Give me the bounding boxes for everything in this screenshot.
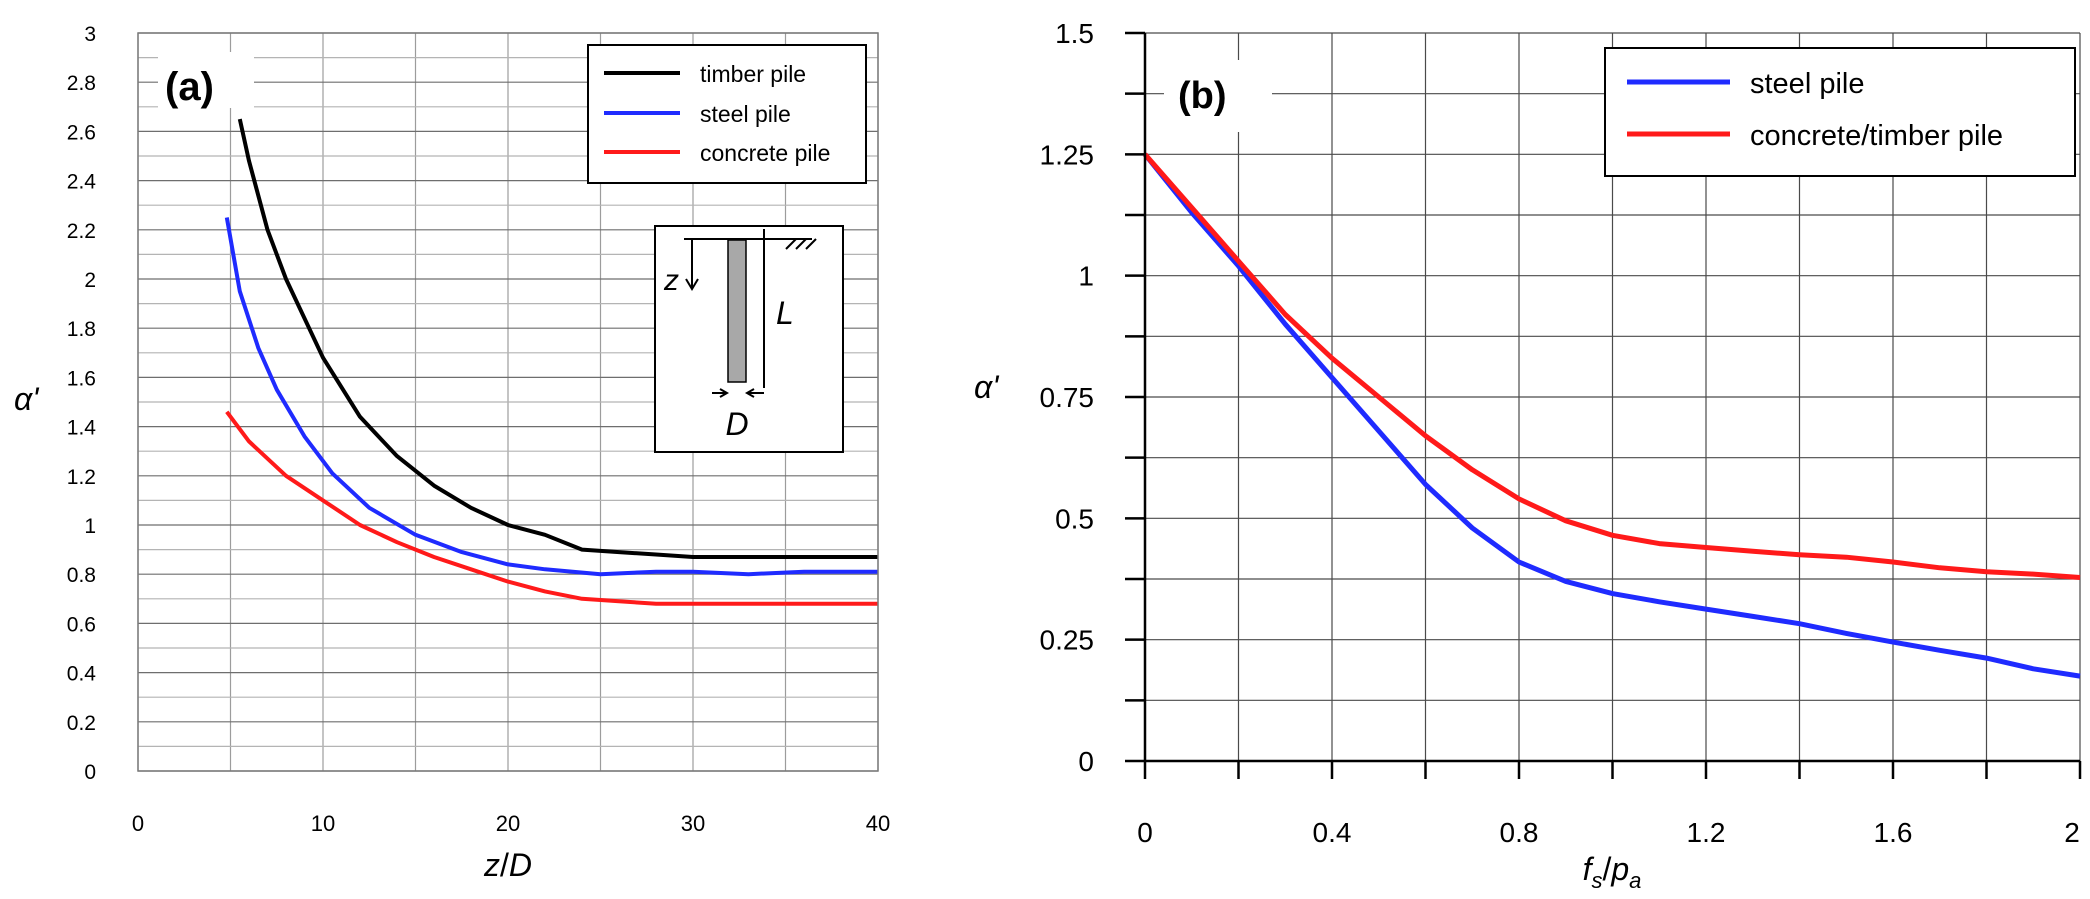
- y-tick-label: 0.2: [67, 712, 96, 735]
- panel-b-x-axis-label: fs​/pa​: [1583, 851, 1642, 893]
- x-tick-label: 20: [496, 811, 520, 836]
- series-a-line-0: [237, 118, 878, 559]
- legend-a-concrete-label: concrete pile: [700, 140, 830, 166]
- panel-b-label: (b): [1178, 75, 1227, 117]
- panel-b-label-bg: [1164, 60, 1272, 132]
- y-tick-label: 1.8: [67, 318, 96, 341]
- legend-b-steel-label: steel pile: [1750, 68, 1864, 100]
- y-tick-label: 0.8: [67, 564, 96, 587]
- x-tick-label: 30: [681, 811, 705, 836]
- y-tick-label: 1.5: [1055, 18, 1094, 49]
- inset-D-label: D: [725, 406, 748, 442]
- panel-a: 0 0.2 0.4 0.6 0.8 1 1.2 1.4 1.6 1.8 2 2.2 2.4 2.6 2.8 3…: [14, 23, 890, 883]
- y-tick-label: 3: [84, 23, 96, 46]
- y-tick-label: 1.2: [67, 466, 96, 489]
- panel-a-x-axis-label: z/D: [483, 847, 532, 883]
- inset-frame: [654, 225, 844, 453]
- x-tick-label: 0.4: [1313, 817, 1352, 848]
- x-tick-label: 1.6: [1874, 817, 1913, 848]
- panel-b-legend-box: [1604, 47, 2076, 177]
- y-tick-label: 1.4: [67, 417, 97, 440]
- series-a-line-2: [225, 410, 878, 606]
- y-tick-label: 0.5: [1055, 503, 1094, 534]
- series-b-line-1: [1143, 152, 2081, 580]
- y-tick-label: 0.4: [67, 663, 97, 686]
- x-tick-label: 40: [866, 811, 890, 836]
- panel-b-x-ticks: 0 0.4 0.8 1.2 1.6 2: [1137, 817, 2080, 848]
- y-tick-label: 2.4: [67, 171, 97, 194]
- panel-b-series: [1143, 152, 2081, 679]
- inset-z-arrowhead: [685, 278, 699, 291]
- pile-diagram-inset: z L D: [654, 225, 844, 453]
- y-tick-label: 0.6: [67, 613, 96, 636]
- inset-z-label: z: [663, 264, 679, 297]
- y-tick-label: 1: [1078, 261, 1094, 292]
- legend-a-timber-label: timber pile: [700, 61, 806, 87]
- y-tick-label: 0.75: [1040, 382, 1095, 413]
- panel-a-y-axis-label: α': [14, 381, 40, 417]
- y-tick-label: 0: [1078, 746, 1094, 777]
- y-tick-label: 0: [84, 761, 96, 784]
- y-tick-label: 1.6: [67, 367, 96, 390]
- panel-a-y-ticks: 0 0.2 0.4 0.6 0.8 1 1.2 1.4 1.6 1.8 2 2.2 2.4 2.6 2.8 3: [67, 23, 97, 784]
- y-tick-label: 2.8: [67, 72, 96, 95]
- panel-a-label-bg: [158, 52, 254, 108]
- series-a-line-1: [224, 217, 878, 577]
- y-tick-label: 0.25: [1040, 625, 1095, 656]
- panel-a-frame: [137, 32, 879, 772]
- y-tick-label: 2: [84, 269, 96, 292]
- x-tick-label: 2: [2064, 817, 2080, 848]
- y-tick-label: 1: [84, 515, 96, 538]
- inset-pile: [727, 239, 747, 383]
- x-tick-label: 0: [132, 811, 144, 836]
- panel-b-y-axis-label: α': [974, 369, 1000, 405]
- inset-hatch-3: [805, 238, 817, 250]
- legend-a-steel-label: steel pile: [700, 101, 791, 127]
- y-tick-label: 2.2: [67, 220, 96, 243]
- panel-b-y-ticks: 0 0.25 0.5 0.75 1 1.25 1.5: [1040, 18, 1095, 777]
- x-tick-label: 1.2: [1687, 817, 1726, 848]
- y-tick-label: 2.6: [67, 121, 96, 144]
- y-tick-label: 1.25: [1040, 139, 1095, 170]
- inset-hatch-1: [785, 238, 797, 250]
- inset-d-arrowhead-left: [719, 388, 730, 398]
- panel-a-legend: timber pile steel pile concrete pile: [587, 44, 867, 184]
- panel-a-label: (a): [165, 65, 214, 109]
- series-b-line-0: [1143, 152, 2081, 679]
- inset-d-arrowhead-right: [744, 388, 755, 398]
- x-tick-label: 0.8: [1500, 817, 1539, 848]
- panel-a-series: [224, 118, 878, 606]
- inset-L-label: L: [776, 295, 794, 331]
- panel-b-legend: steel pile concrete/timber pile: [1604, 47, 2076, 177]
- inset-hatch-2: [795, 238, 807, 250]
- x-tick-label: 10: [311, 811, 335, 836]
- panel-b-y-label-bg: [968, 362, 1024, 410]
- panel-a-x-ticks: 0 10 20 30 40: [132, 811, 890, 836]
- legend-b-concrete-label: concrete/timber pile: [1750, 120, 2003, 152]
- x-tick-label: 0: [1137, 817, 1153, 848]
